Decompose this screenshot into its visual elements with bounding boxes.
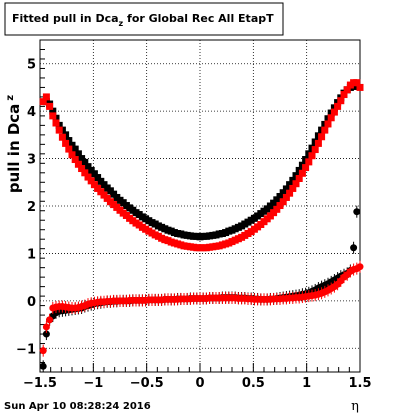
series [39, 79, 364, 373]
x-tick-label: 1.5 [348, 376, 371, 391]
title-frame [4, 2, 284, 36]
data-point [356, 263, 364, 271]
data-point [90, 181, 98, 189]
x-tick-label: −0.5 [130, 376, 164, 391]
data-point [356, 83, 364, 91]
data-point [353, 79, 361, 87]
data-point [276, 193, 284, 201]
data-point [298, 169, 306, 177]
data-point [302, 164, 310, 172]
data-point [292, 180, 300, 188]
x-tick-label: 0.5 [242, 376, 265, 391]
data-point [87, 177, 95, 185]
series-1 [39, 79, 364, 252]
data-point [279, 189, 287, 197]
data-point [295, 174, 303, 182]
data-point [314, 139, 322, 147]
timestamp: Sun Apr 10 08:28:24 2016 [4, 401, 151, 412]
y-tick-label: 1 [27, 247, 36, 262]
data-point [282, 185, 290, 193]
data-point [74, 160, 82, 168]
data-point [279, 198, 287, 206]
ticks: −1.5 −1 −0.5 0 0.5 1 1.5 −1 0 1 2 3 4 5 [16, 39, 372, 391]
data-point [84, 173, 92, 181]
y-tick-label: 5 [27, 58, 36, 73]
data-point [321, 126, 329, 134]
data-point [81, 158, 89, 166]
data-point [353, 208, 361, 216]
data-point [289, 184, 297, 192]
chart-title: Fitted pull in Dcaz for Global Rec All E… [12, 12, 274, 28]
data-point [276, 202, 284, 210]
data-point [42, 330, 50, 338]
data-point [49, 112, 57, 120]
data-point [78, 165, 86, 173]
data-point [94, 174, 102, 182]
data-point [334, 102, 342, 110]
series-3 [39, 260, 364, 357]
data-point [340, 91, 348, 99]
data-point [46, 102, 54, 110]
y-tick-label: 4 [27, 105, 36, 120]
data-point [305, 158, 313, 166]
data-point [286, 189, 294, 197]
data-point [282, 193, 290, 201]
data-point [330, 108, 338, 116]
data-point [286, 181, 294, 189]
data-point [58, 133, 66, 141]
y-tick-label: −1 [16, 342, 36, 357]
y-tick-label: 0 [27, 295, 36, 310]
data-point [343, 86, 351, 94]
data-point [39, 362, 47, 370]
data-point [81, 169, 89, 177]
data-point [273, 205, 281, 213]
data-point [71, 145, 79, 153]
x-tick-label: −1.5 [23, 376, 57, 391]
x-axis-label: η [351, 399, 359, 414]
grid [40, 40, 360, 372]
data-point [55, 126, 63, 134]
data-point [42, 323, 50, 331]
data-point [71, 156, 79, 164]
series-0 [42, 81, 361, 241]
data-point [65, 145, 73, 153]
data-point [90, 170, 98, 178]
data-point [327, 114, 335, 122]
data-point [311, 146, 319, 154]
data-point [39, 98, 47, 106]
data-point [49, 107, 57, 115]
data-point [350, 244, 358, 252]
title-box: Fitted pull in Dcaz for Global Rec All E… [4, 2, 284, 36]
data-point [84, 163, 92, 171]
data-point [46, 316, 54, 324]
data-point [39, 347, 47, 355]
x-tick-label: 0 [195, 376, 204, 391]
data-point [62, 139, 70, 147]
data-point [78, 155, 86, 163]
data-point [324, 120, 332, 128]
data-point [52, 119, 60, 127]
y-tick-label: 2 [27, 200, 36, 215]
data-point [318, 133, 326, 141]
data-point [68, 151, 76, 159]
data-point [308, 152, 316, 160]
data-point [42, 93, 50, 101]
x-tick-label: 1 [302, 376, 311, 391]
data-point [337, 97, 345, 105]
y-axis-label: pull in Dcaz [5, 95, 23, 193]
y-tick-label: 3 [27, 153, 36, 168]
data-point [74, 150, 82, 158]
x-tick-label: −1 [83, 376, 103, 391]
data-point [68, 141, 76, 149]
